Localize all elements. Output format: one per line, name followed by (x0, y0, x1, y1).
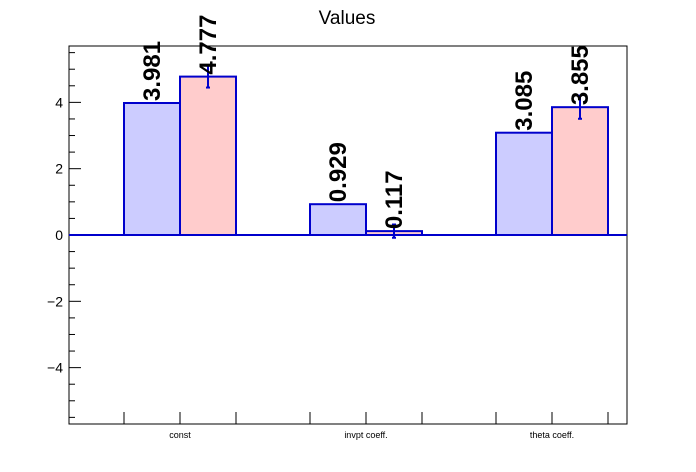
bar (123, 101, 181, 236)
y-tick-label: −2 (47, 293, 63, 309)
y-tick-label: 2 (55, 161, 63, 177)
y-tick-label: −4 (47, 360, 63, 376)
bar (551, 106, 609, 236)
y-tick-label: 0 (55, 227, 63, 243)
chart-title: Values (319, 8, 376, 29)
bar (309, 203, 367, 237)
plot-area: −4 −2 0 2 4 3.981 0.929 3.085 4.777 0.117 3.855 con… (47, 15, 628, 440)
category-label: theta coeff. (530, 430, 574, 440)
data-label: 3.981 (139, 41, 166, 101)
bar (179, 75, 237, 236)
bar (495, 131, 553, 237)
data-label: 3.085 (511, 71, 538, 131)
data-label: 0.929 (325, 142, 352, 202)
category-label: invpt coeff. (344, 430, 387, 440)
data-label: 3.855 (567, 45, 594, 105)
data-label: 0.117 (381, 170, 408, 229)
data-label: 4.777 (195, 15, 222, 75)
category-label: const (169, 430, 191, 440)
y-tick-label: 4 (55, 94, 63, 110)
